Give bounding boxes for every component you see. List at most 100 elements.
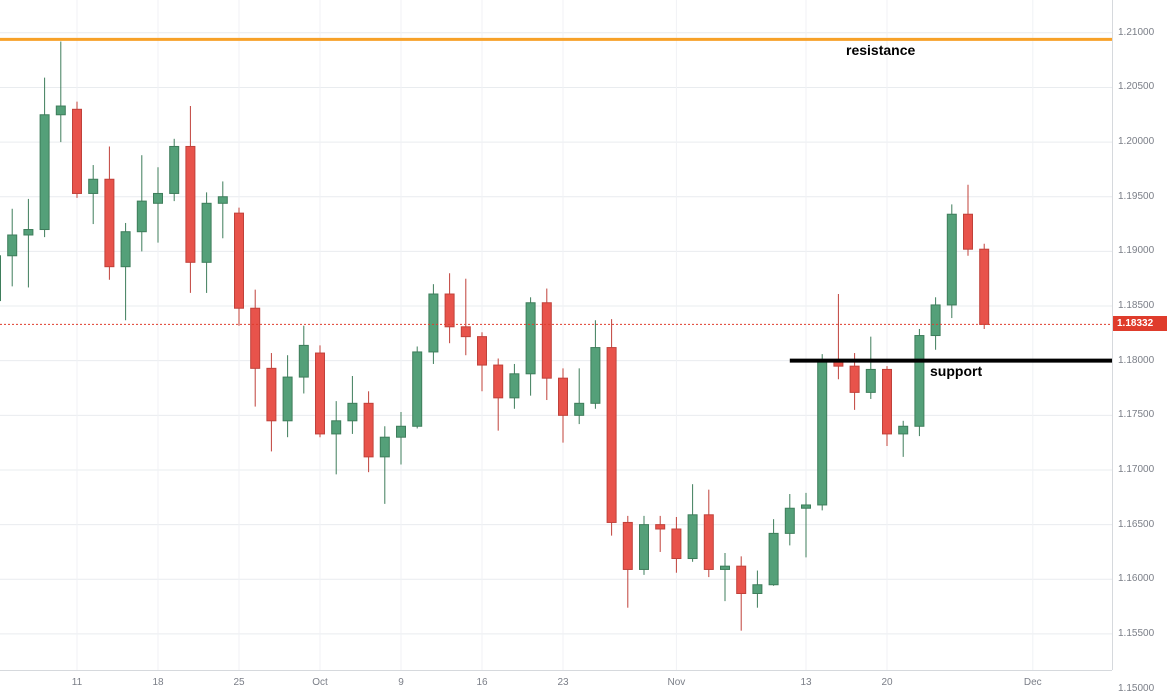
candle-body [703, 514, 714, 570]
candle [736, 556, 747, 631]
candle [201, 192, 212, 293]
candle-body [736, 565, 747, 594]
price-tick-label: 1.18000 [1118, 354, 1155, 366]
candle [525, 297, 536, 396]
candle [298, 325, 309, 394]
price-tick-label: 1.16000 [1118, 573, 1155, 585]
candle-body [817, 361, 828, 506]
candle-body [914, 335, 925, 427]
candle [347, 375, 358, 434]
candle [930, 297, 941, 350]
candle [606, 319, 617, 536]
candle-body [396, 425, 406, 438]
time-tick-label: 25 [233, 677, 245, 688]
candle [88, 165, 99, 225]
candle-body [622, 521, 633, 570]
candle [331, 401, 342, 475]
time-tick-label: Nov [667, 677, 686, 688]
candle-body [282, 376, 293, 422]
candle [541, 288, 552, 401]
last-price-tag[interactable]: 1.18332 [1113, 316, 1167, 332]
candle-body [104, 178, 115, 268]
candle-body [55, 105, 66, 116]
candle [639, 515, 649, 575]
candle [493, 358, 504, 431]
price-tick-label: 1.19500 [1118, 190, 1155, 202]
candle-body [0, 255, 1, 302]
candle [801, 492, 811, 558]
candle-body [412, 351, 423, 427]
candle-body [477, 336, 487, 366]
candle [671, 516, 682, 573]
candle [444, 273, 455, 344]
candle-body [379, 436, 390, 458]
candle [898, 420, 909, 457]
candle [315, 345, 325, 438]
candlestick-plot[interactable] [0, 0, 1112, 670]
candle-body [784, 507, 795, 534]
candle-body [590, 347, 601, 404]
time-axis[interactable]: 11 18 25 Oct 9 16 23 Nov 13 20 Dec [0, 670, 1112, 696]
time-tick-label: 23 [557, 677, 569, 688]
candle [833, 294, 844, 380]
candle [590, 320, 601, 409]
candle-body [865, 368, 876, 393]
price-axis[interactable]: 1.18332 1.21000 1.20500 1.20000 1.19500 1.19… [1112, 0, 1167, 694]
candle-body [7, 234, 18, 257]
candle [120, 222, 131, 321]
candle-body [250, 307, 261, 369]
candle [153, 167, 163, 243]
candle [914, 328, 925, 437]
candle-body [898, 425, 909, 435]
price-tick-label: 1.21000 [1118, 26, 1155, 38]
candle-body [298, 344, 309, 378]
candle [363, 391, 374, 473]
time-tick-label: Dec [1023, 677, 1042, 688]
candle-body [136, 200, 147, 233]
candle-body [120, 231, 131, 268]
candle [0, 255, 1, 302]
candle [55, 41, 66, 143]
time-tick-label: 20 [881, 677, 893, 688]
candle-body [234, 212, 244, 309]
candle-body [720, 565, 730, 570]
candle-body [541, 302, 552, 379]
candle-body [849, 365, 860, 393]
price-tick-label: 1.15500 [1118, 627, 1155, 639]
candle [234, 207, 244, 326]
candle [136, 155, 147, 252]
time-tick-label: 18 [152, 677, 164, 688]
candle [23, 198, 34, 288]
price-tick-label: 1.19000 [1118, 245, 1155, 257]
candle-body [930, 304, 941, 337]
candle-body [347, 402, 358, 422]
candle [882, 366, 892, 446]
candle [509, 363, 520, 409]
candle-body [153, 192, 163, 204]
candle [250, 289, 261, 407]
candle-body [331, 420, 342, 435]
candle-body [801, 504, 811, 509]
candle-body [217, 196, 228, 204]
candle-body [185, 145, 196, 263]
time-tick-label: 16 [476, 677, 488, 688]
candle [39, 77, 50, 238]
candle [784, 494, 795, 546]
time-tick-label: Oct [312, 677, 328, 688]
candle-body [509, 373, 520, 399]
time-tick-label: 9 [398, 677, 404, 688]
price-tick-label: 1.18500 [1118, 300, 1155, 312]
candle [7, 208, 18, 287]
candle [622, 515, 633, 608]
candle [752, 570, 763, 608]
candle-body [23, 229, 34, 236]
candle [282, 355, 293, 438]
price-tick-label: 1.20000 [1118, 136, 1155, 148]
candle-body [315, 352, 325, 435]
candle-body [574, 402, 585, 416]
price-tick-label: 1.20500 [1118, 81, 1155, 93]
candle [963, 184, 973, 256]
candle-body [687, 514, 698, 560]
candle-body [428, 293, 439, 353]
